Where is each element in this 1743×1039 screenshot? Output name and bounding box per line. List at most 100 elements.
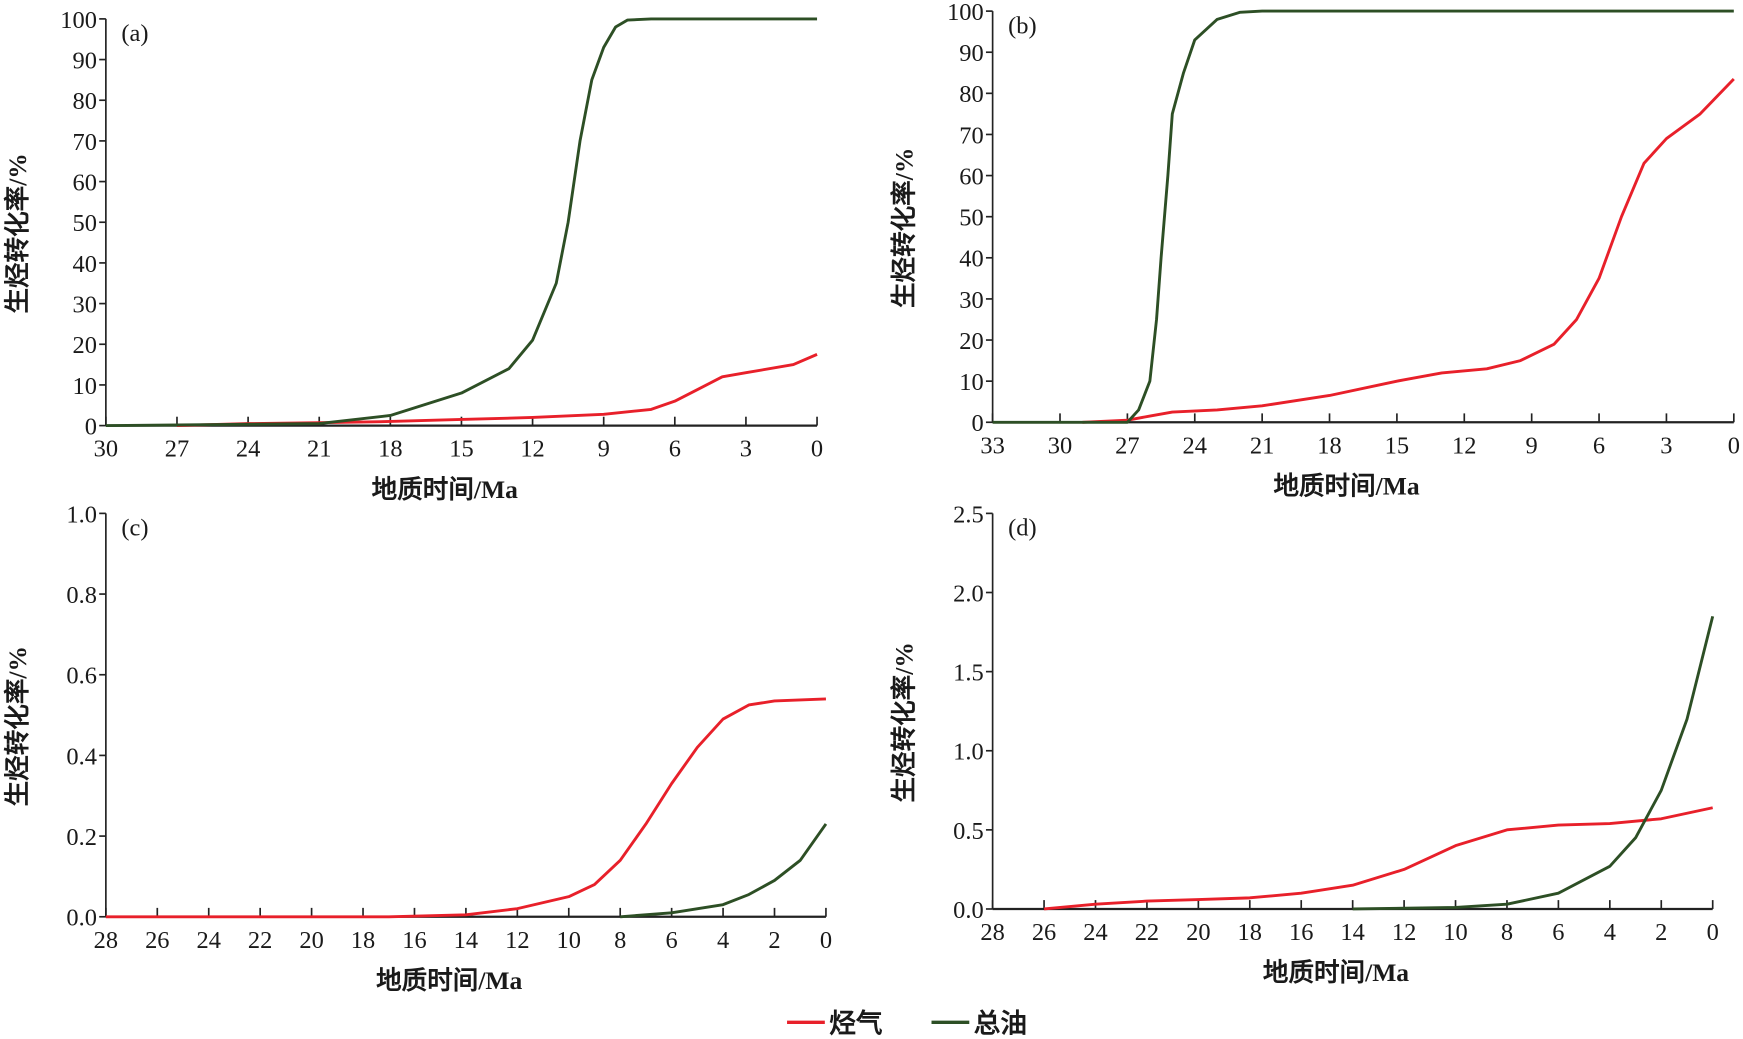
y-axis-label: 生烃转化率/% — [890, 148, 919, 308]
y-tick-label: 100 — [60, 7, 97, 34]
y-tick-label: 40 — [959, 246, 983, 273]
panel-d: 0.00.51.01.52.02.528 26 24 22 20 18 16 14 12 10 8 6… — [890, 501, 1719, 987]
x-tick-label: 8 — [1501, 919, 1513, 946]
x-axis-label: 地质时间/Ma — [372, 475, 518, 504]
x-tick-label: 9 — [1526, 432, 1538, 459]
x-tick-label: 3 — [1660, 432, 1672, 459]
y-tick-label: 80 — [959, 81, 983, 108]
x-tick-label: 18 — [1238, 919, 1262, 946]
series-line-gas — [176, 353, 818, 428]
y-tick-label: 1.0 — [953, 739, 984, 766]
x-tick-label: 20 — [1186, 919, 1210, 946]
x-tick-label: 0 — [811, 436, 823, 463]
x-tick-label: 28 — [94, 927, 118, 954]
y-tick-label: 0.6 — [66, 663, 97, 690]
y-tick-label: 100 — [947, 0, 984, 26]
y-tick-label: 60 — [73, 169, 97, 196]
y-tick-label: 0.0 — [953, 897, 984, 924]
x-tick-label: 6 — [1552, 919, 1564, 946]
x-tick-label: 12 — [520, 436, 544, 463]
y-axis-label: 生烃转化率/% — [3, 153, 32, 313]
x-tick-label: 18 — [351, 927, 375, 954]
y-tick-label: 20 — [959, 328, 983, 355]
series-line-gas — [105, 697, 826, 919]
panel-label: (b) — [1008, 12, 1037, 39]
y-tick-label: 50 — [73, 210, 97, 237]
y-tick-label: 90 — [959, 40, 983, 67]
x-tick-label: 22 — [248, 927, 272, 954]
y-tick-label: 0.0 — [66, 905, 97, 932]
y-tick-label: 10 — [73, 373, 97, 400]
y-axis-label: 生烃转化率/% — [890, 642, 919, 802]
x-tick-label: 6 — [1593, 432, 1605, 459]
y-tick-label: 90 — [73, 47, 97, 74]
y-tick-label: 0.2 — [66, 824, 97, 851]
x-tick-label: 21 — [307, 436, 331, 463]
x-tick-label: 0 — [1707, 919, 1719, 946]
x-tick-label: 27 — [165, 436, 189, 463]
y-tick-label: 0.5 — [953, 818, 984, 845]
panel-label: (d) — [1008, 515, 1037, 542]
x-tick-label: 16 — [402, 927, 426, 954]
series-line-oil — [620, 823, 828, 919]
x-tick-label: 8 — [614, 927, 626, 954]
y-tick-label: 40 — [73, 251, 97, 278]
y-tick-label: 30 — [959, 287, 983, 314]
x-tick-label: 26 — [1032, 919, 1056, 946]
legend-gas-label: 烃气 — [829, 1008, 883, 1038]
x-tick-label: 26 — [145, 927, 169, 954]
y-tick-label: 0 — [85, 413, 97, 440]
y-tick-label: 60 — [959, 163, 983, 190]
x-tick-label: 4 — [1604, 919, 1616, 946]
x-tick-label: 15 — [1385, 432, 1409, 459]
x-tick-label: 15 — [449, 436, 473, 463]
y-tick-label: 2.5 — [953, 501, 984, 528]
y-tick-label: 0 — [972, 410, 984, 437]
x-tick-label: 14 — [1340, 919, 1364, 946]
panel-label: (a) — [121, 20, 148, 47]
series-line-oil — [1352, 615, 1715, 911]
y-tick-label: 80 — [73, 88, 97, 115]
y-tick-label: 30 — [73, 291, 97, 318]
x-tick-label: 30 — [1048, 432, 1072, 459]
x-tick-label: 20 — [299, 927, 323, 954]
x-tick-label: 3 — [740, 436, 752, 463]
y-tick-label: 0.8 — [66, 582, 97, 609]
x-tick-label: 2 — [768, 927, 780, 954]
x-tick-label: 0 — [1728, 432, 1740, 459]
x-axis-label: 地质时间/Ma — [376, 966, 522, 995]
panel-c: 0.00.20.40.60.81.028 26 24 22 20 18 16 14 12 10 8 6… — [3, 501, 832, 995]
y-tick-label: 0.4 — [66, 743, 97, 770]
y-axis-label: 生烃转化率/% — [3, 646, 32, 806]
x-tick-label: 18 — [378, 436, 402, 463]
x-tick-label: 16 — [1289, 919, 1313, 946]
x-tick-label: 24 — [197, 927, 221, 954]
x-tick-label: 24 — [236, 436, 260, 463]
x-tick-label: 12 — [1392, 919, 1416, 946]
x-tick-label: 6 — [666, 927, 678, 954]
x-tick-label: 6 — [669, 436, 681, 463]
legend-oil-label: 总油 — [974, 1008, 1027, 1038]
y-tick-label: 1.5 — [953, 660, 984, 687]
y-tick-label: 2.0 — [953, 580, 984, 607]
x-tick-label: 14 — [454, 927, 478, 954]
x-axis-label: 地质时间/Ma — [1263, 958, 1409, 987]
y-tick-label: 10 — [959, 369, 983, 396]
legend: 烃气 总油 — [787, 1008, 1027, 1038]
x-tick-label: 22 — [1135, 919, 1159, 946]
x-tick-label: 18 — [1317, 432, 1341, 459]
x-tick-label: 28 — [980, 919, 1004, 946]
x-tick-label: 21 — [1250, 432, 1274, 459]
x-tick-label: 30 — [94, 436, 118, 463]
y-tick-label: 50 — [959, 205, 983, 232]
series-line-oil — [992, 9, 1734, 424]
series-line-gas — [1082, 78, 1735, 424]
x-tick-label: 10 — [1443, 919, 1467, 946]
x-tick-label: 0 — [820, 927, 832, 954]
x-tick-label: 12 — [1452, 432, 1476, 459]
y-tick-label: 20 — [73, 332, 97, 359]
